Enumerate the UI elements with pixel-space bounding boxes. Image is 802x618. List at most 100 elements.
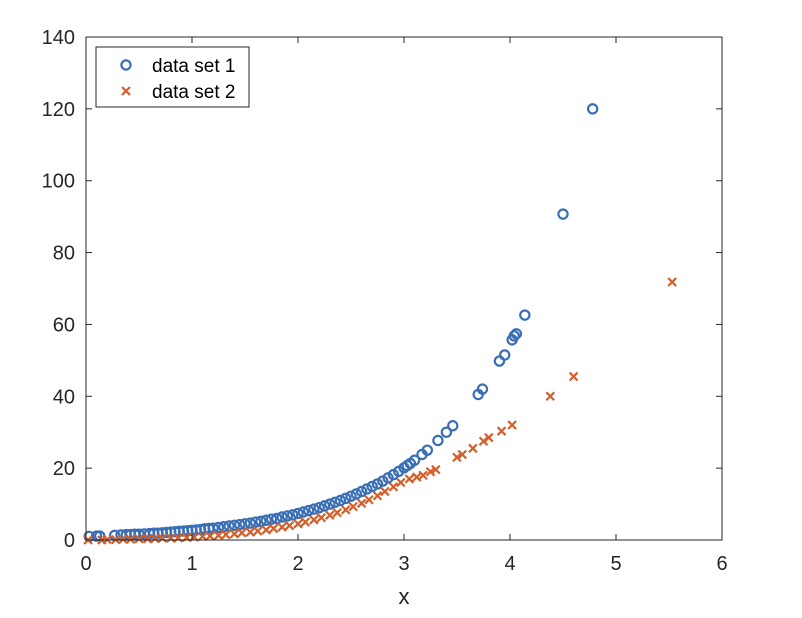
series-1-point-34 [249, 516, 262, 528]
legend-marker-data-set-1 [120, 59, 132, 71]
series-2-point-43 [418, 470, 428, 481]
series-2-point-34 [348, 501, 358, 512]
series-2-point-8 [142, 534, 153, 544]
series-1-point-41 [287, 509, 299, 521]
y-tick-label: 60 [53, 314, 75, 336]
series-1-point-27 [212, 521, 225, 534]
series-1-point-74 [499, 349, 511, 361]
series-1-point-77 [510, 328, 523, 340]
series-2-point-50 [484, 432, 494, 443]
series-1-point-67 [421, 444, 434, 456]
series-1-point-80 [586, 103, 599, 115]
series-2-point-47 [457, 449, 468, 460]
y-tick-labels: 0 20 40 60 80 100 120 140 [42, 27, 75, 552]
series-2-point-36 [364, 495, 374, 505]
x-tick-label: 3 [398, 553, 409, 575]
x-tick-label: 2 [292, 553, 303, 575]
series-1-point-37 [265, 513, 278, 525]
tick-marks [85, 36, 723, 541]
series-2-point-29 [309, 515, 319, 525]
y-tick-label: 0 [64, 530, 75, 552]
series-2-point-25 [277, 522, 287, 532]
series-1-point-40 [281, 510, 294, 522]
x-tick-label: 0 [80, 553, 91, 575]
series-1-point-46 [313, 501, 325, 514]
series-2-point-38 [380, 486, 390, 497]
series-2-point-19 [229, 529, 240, 539]
y-tick-label: 120 [42, 99, 75, 121]
series-2-point-37 [372, 491, 383, 501]
y-tick-label: 140 [42, 27, 75, 49]
series-2-point-30 [316, 512, 327, 523]
series-2-point-20 [237, 528, 247, 538]
series-1-point-76 [508, 330, 520, 342]
series-2-point-15 [197, 531, 208, 542]
series-1-point-36 [260, 514, 272, 526]
series-1-point-68 [432, 434, 444, 447]
series-2-point-9 [150, 533, 160, 544]
legend-circle-icon [120, 59, 132, 71]
x-tick-label: 4 [504, 553, 515, 575]
series-1-point-72 [476, 383, 489, 395]
legend: data set 1 data set 2 [95, 46, 250, 108]
legend-label-data-set-2: data set 2 [152, 82, 235, 103]
x-tick-labels: 0 1 2 3 4 5 6 [80, 553, 727, 575]
series-2-point-21 [245, 527, 256, 537]
series-2-point-49 [478, 436, 489, 446]
series-2-point-32 [332, 507, 342, 518]
series-2-point-33 [340, 505, 351, 515]
series-1-point-38 [271, 512, 283, 525]
series-2-point-22 [252, 526, 263, 536]
series-2-points [83, 277, 677, 545]
series-1-point-78 [519, 309, 531, 321]
series-2-point-7 [134, 534, 144, 544]
series-2-point-45 [431, 464, 441, 475]
x-tick-label: 5 [610, 553, 621, 575]
x-tick-label: 1 [186, 553, 197, 575]
series-2-point-26 [284, 520, 295, 531]
legend-x-icon [121, 86, 131, 96]
series-1-point-69 [440, 426, 453, 438]
series-2-point-5 [118, 534, 128, 545]
series-2-point-39 [388, 482, 399, 492]
series-1-point-70 [447, 420, 459, 432]
series-2-point-16 [205, 531, 215, 541]
series-2-point-24 [268, 523, 279, 534]
series-2-point-18 [221, 529, 231, 540]
x-tick-label: 6 [716, 553, 727, 575]
markers-layer [83, 103, 677, 545]
series-1-point-47 [318, 500, 331, 512]
series-1-point-33 [244, 517, 256, 529]
series-1-points [83, 103, 599, 543]
series-1-point-42 [292, 507, 304, 520]
series-1-point-35 [255, 515, 267, 528]
series-1-point-79 [557, 208, 569, 220]
series-1-point-50 [334, 494, 347, 507]
legend-label-data-set-1: data set 1 [152, 56, 235, 77]
series-2-point-51 [496, 426, 507, 436]
plot-area [86, 37, 722, 540]
series-1-point-44 [302, 504, 315, 517]
y-tick-label: 100 [42, 171, 75, 193]
series-2-point-23 [261, 525, 271, 535]
y-tick-label: 40 [53, 386, 75, 408]
y-tick-label: 80 [53, 243, 75, 265]
series-1-point-65 [408, 454, 421, 466]
series-2-point-53 [545, 391, 556, 402]
series-2-point-6 [125, 534, 136, 545]
legend-marker-data-set-2 [121, 86, 131, 96]
x-axis-title: x [399, 584, 410, 609]
series-1-point-39 [276, 511, 288, 523]
series-2-point-35 [356, 498, 367, 509]
series-2-point-42 [411, 472, 422, 482]
series-2-point-54 [568, 371, 579, 382]
series-1-point-43 [297, 506, 309, 518]
series-2-point-46 [452, 452, 462, 463]
series-2-point-48 [468, 443, 478, 454]
series-1-point-51 [340, 492, 352, 505]
series-2-point-41 [404, 474, 415, 484]
y-tick-label: 20 [53, 458, 75, 480]
series-1-point-49 [329, 496, 341, 508]
series-2-point-17 [213, 530, 224, 541]
